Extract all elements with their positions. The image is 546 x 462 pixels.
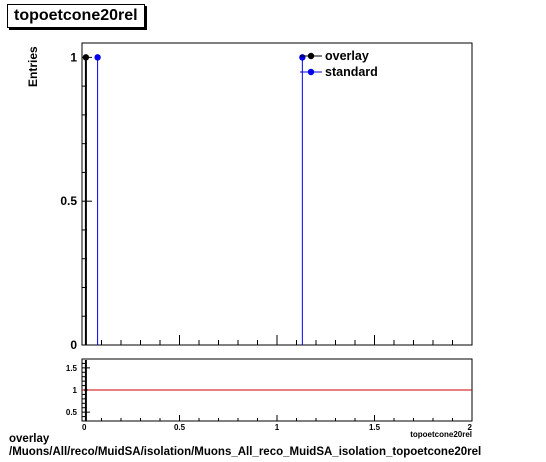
y-tick-label: 0.5 <box>60 194 77 208</box>
data-point-standard <box>299 54 306 61</box>
main-plot-frame <box>81 42 473 346</box>
legend-label-standard: standard <box>325 65 378 79</box>
main-axis-ticks <box>81 56 473 346</box>
x-tick-label: 0.5 <box>174 423 186 432</box>
caption-line-2: /Muons/All/reco/MuidSA/isolation/Muons_A… <box>9 446 482 458</box>
x-tick-label: 2 <box>468 423 473 432</box>
caption: overlay /Muons/All/reco/MuidSA/isolation… <box>9 433 481 459</box>
y-tick-label: 0 <box>70 338 77 352</box>
plot-title: topoetcone20rel <box>7 4 145 28</box>
data-point-standard <box>94 54 101 61</box>
data-point-overlay <box>82 54 90 61</box>
ratio-data-marks <box>82 360 472 421</box>
ratio-tick-labels: 0.5 1 1.5 0 0.5 1 1.5 2 <box>66 364 473 432</box>
main-y-tick-labels: 00.51 <box>60 50 77 352</box>
ratio-point <box>84 388 88 392</box>
main-data-marks <box>82 54 306 345</box>
x-tick-label: 1 <box>275 423 280 432</box>
x-tick-label: 1.5 <box>369 423 381 432</box>
legend-marker-standard <box>307 68 315 76</box>
y-tick-label: 1 <box>70 50 77 64</box>
ratio-y-tick-label: 0.5 <box>66 408 78 417</box>
legend-marker-overlay <box>307 52 315 60</box>
x-tick-label: 0 <box>82 423 87 432</box>
x-axis-label: topoetcone20rel <box>410 430 472 439</box>
legend-label-overlay: overlay <box>325 49 369 63</box>
caption-line-1: overlay <box>9 433 50 445</box>
legend: overlay standard <box>300 49 378 79</box>
y-axis-label: Entries <box>26 46 40 87</box>
ratio-y-tick-label: 1 <box>73 386 78 395</box>
ratio-y-tick-label: 1.5 <box>66 364 78 373</box>
